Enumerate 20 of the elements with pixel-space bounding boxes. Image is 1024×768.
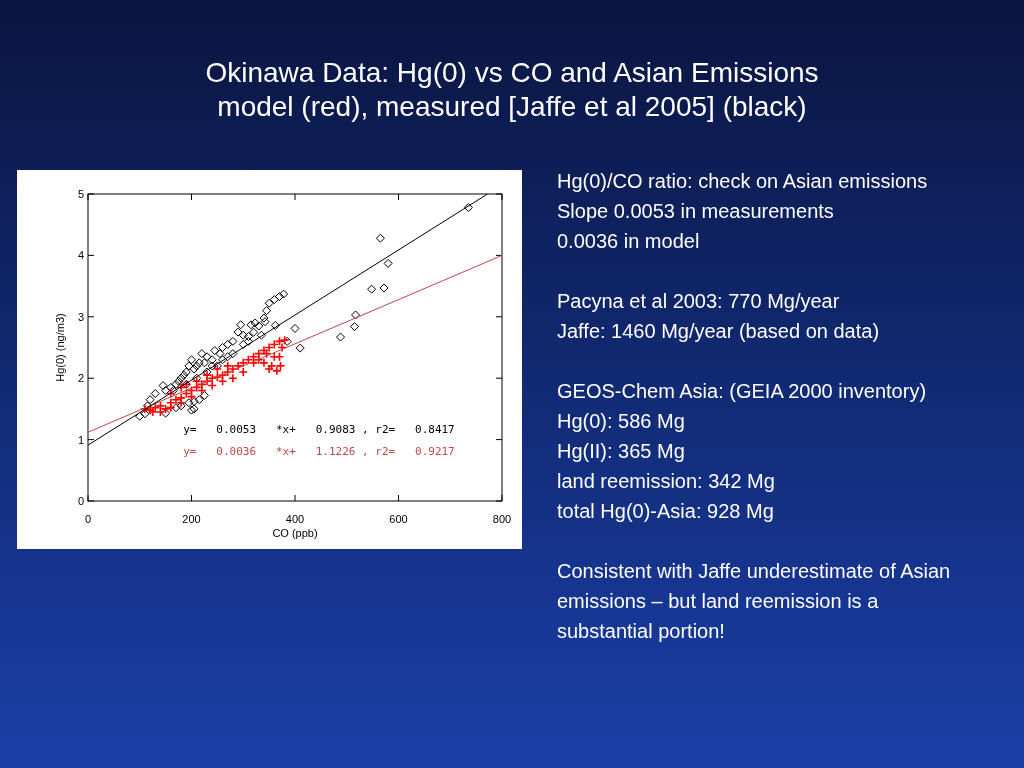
point [238, 358, 249, 368]
x-axis-title: CO (ppb) [272, 527, 318, 539]
text: y= 0.0053 *x+ 0.9083 , r2= 0.8417 [183, 423, 455, 437]
y-tick-label: 2 [77, 372, 84, 385]
y-tick-label: 4 [77, 249, 84, 262]
text: GEOS-Chem Asia: (GEIA 2000 inventory) Hg(0): 586 Mg Hg(II): 365 Mg land reemission: 342 Mg total Hg(0)-Asia: 928 Mg [557, 380, 927, 522]
x-tick-label: 600 [389, 513, 408, 525]
x-tick-label: 400 [285, 513, 305, 525]
y-tick-label: 1 [77, 433, 84, 446]
text: Pacyna et al 2003: 770 Mg/year Jaffe: 1460 Mg/year (based on data) [557, 290, 880, 342]
y-axis-title: Hg(0) (ng/m3) [54, 313, 66, 382]
x-tick-label: 200 [182, 513, 201, 525]
text: y= 0.0036 *x+ 1.1226 , r2= 0.9217 [183, 445, 455, 459]
x-tick-label: 800 [492, 513, 512, 525]
text: Hg(0)/CO ratio: check on Asian emissions Slope 0.0053 in measurements 0.0036 in model [557, 170, 928, 252]
y-tick-label: 5 [77, 188, 84, 200]
y-tick-label: 3 [77, 310, 84, 323]
chart-title: Okinawa Data: Hg(0) vs CO and Asian Emissions model (red), measured [Jaffe et al 2005] (black) [205, 57, 819, 122]
y-tick-label: 0 [77, 495, 84, 507]
text: Consistent with Jaffe underestimate of Asian emissions – but land reemission is a substantial portion! [557, 560, 951, 642]
